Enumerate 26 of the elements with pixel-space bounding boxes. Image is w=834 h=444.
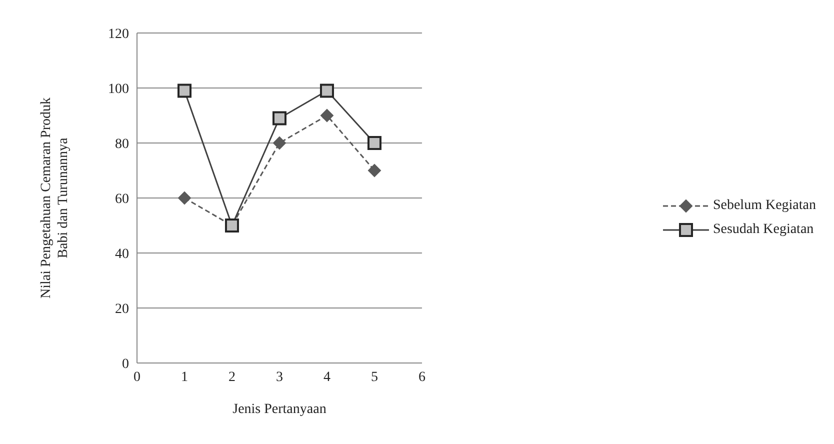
y-tick-label: 120 — [108, 26, 129, 42]
point — [367, 136, 382, 150]
y-tick-label: 0 — [122, 356, 129, 372]
x-tick-label: 3 — [276, 370, 283, 385]
x-tick-label: 2 — [228, 370, 236, 385]
point — [177, 84, 192, 98]
y-tick-label: 20 — [115, 302, 129, 317]
point — [320, 84, 334, 98]
y-tick-label: 40 — [115, 246, 129, 262]
x-axis-title: Jenis Pertanyaan — [232, 402, 326, 417]
point — [272, 136, 286, 150]
y-tick-label: 80 — [115, 136, 129, 152]
x-tick-label: 1 — [180, 370, 188, 385]
x-tick-label: 6 — [418, 370, 426, 385]
legend-label: Sebelum Kegiatan — [712, 198, 816, 214]
point — [368, 164, 381, 177]
point — [272, 111, 286, 126]
x-tick-label: 5 — [370, 370, 378, 385]
x-tick-label: 4 — [323, 370, 330, 385]
y-axis-title: Nilai Pengetahuan Cemaran Produk Babi dan Turunannya — [39, 97, 71, 299]
point — [320, 109, 334, 122]
legend-label: Sesudah Kegiatan — [712, 222, 814, 238]
y-tick-label: 100 — [108, 82, 129, 97]
y-tick-label: 60 — [115, 192, 129, 207]
x-tick-label: 0 — [134, 370, 140, 385]
point — [178, 192, 191, 204]
